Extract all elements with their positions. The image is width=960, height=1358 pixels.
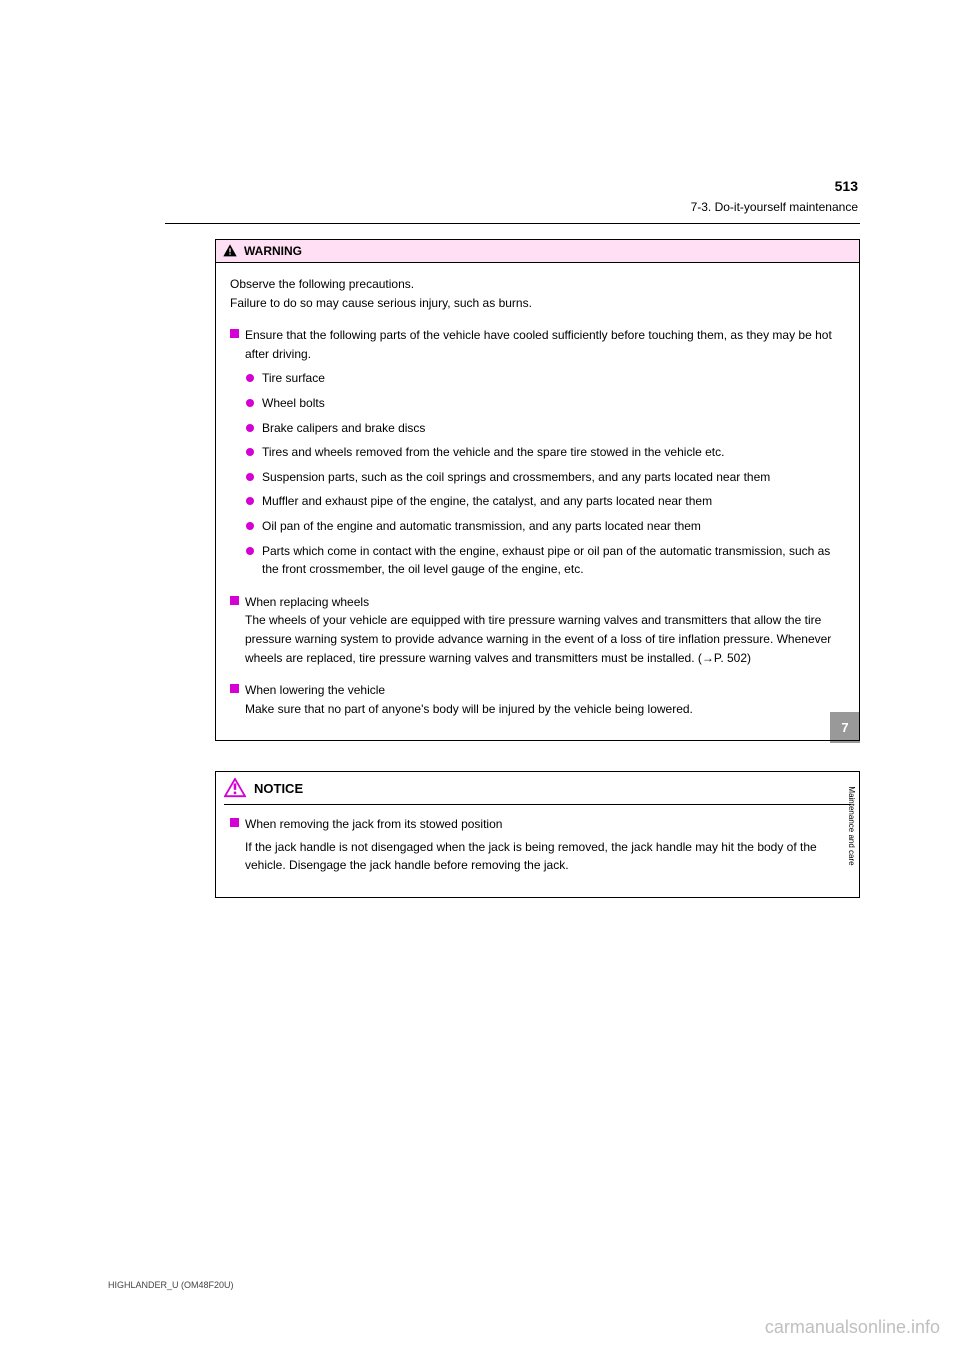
bullet-item: Suspension parts, such as the coil sprin… xyxy=(246,468,845,487)
warning-title: WARNING xyxy=(244,244,302,258)
dot-icon xyxy=(246,374,254,382)
notice-triangle-icon xyxy=(224,778,246,798)
bullet-item: Muffler and exhaust pipe of the engine, … xyxy=(246,492,845,511)
bullet-text: Tire surface xyxy=(262,369,845,388)
notice-title: NOTICE xyxy=(254,781,303,796)
section-title: When lowering the vehicle Make sure that… xyxy=(245,681,693,718)
dot-icon xyxy=(246,522,254,530)
dot-icon xyxy=(246,547,254,555)
section-header: Ensure that the following parts of the v… xyxy=(230,326,845,363)
footer-code: HIGHLANDER_U (OM48F20U) xyxy=(108,1280,234,1290)
dot-icon xyxy=(246,448,254,456)
content-area: WARNING Observe the following precaution… xyxy=(215,239,860,898)
bullet-item: Brake calipers and brake discs xyxy=(246,419,845,438)
notice-body: When removing the jack from its stowed p… xyxy=(216,805,859,897)
dot-icon xyxy=(246,424,254,432)
warning-intro: Observe the following precautions. Failu… xyxy=(230,275,845,312)
warning-box: WARNING Observe the following precaution… xyxy=(215,239,860,741)
notice-box: NOTICE When removing the jack from its s… xyxy=(215,771,860,898)
bullet-item: Tire surface xyxy=(246,369,845,388)
notice-text: If the jack handle is not disengaged whe… xyxy=(245,838,845,875)
dot-icon xyxy=(246,497,254,505)
bullet-text: Muffler and exhaust pipe of the engine, … xyxy=(262,492,845,511)
warning-header: WARNING xyxy=(215,239,860,263)
notice-header: NOTICE xyxy=(216,772,859,804)
watermark: carmanualsonline.info xyxy=(765,1317,940,1338)
square-bullet-icon xyxy=(230,329,239,338)
warning-section: Ensure that the following parts of the v… xyxy=(230,326,845,579)
dot-icon xyxy=(246,399,254,407)
page-number: 513 xyxy=(835,178,858,194)
warning-section: When replacing wheels The wheels of your… xyxy=(230,593,845,667)
bullet-list: Tire surface Wheel bolts Brake calipers … xyxy=(246,369,845,578)
bullet-text: Brake calipers and brake discs xyxy=(262,419,845,438)
warning-section: When lowering the vehicle Make sure that… xyxy=(230,681,845,718)
bullet-text: Oil pan of the engine and automatic tran… xyxy=(262,517,845,536)
section-header: When lowering the vehicle Make sure that… xyxy=(230,681,845,718)
bullet-text: Wheel bolts xyxy=(262,394,845,413)
bullet-item: Parts which come in contact with the eng… xyxy=(246,542,845,579)
breadcrumb: 7-3. Do-it-yourself maintenance xyxy=(691,200,858,214)
bullet-item: Oil pan of the engine and automatic tran… xyxy=(246,517,845,536)
warning-body: Observe the following precautions. Failu… xyxy=(216,263,859,740)
bullet-text: Suspension parts, such as the coil sprin… xyxy=(262,468,845,487)
bullet-item: Wheel bolts xyxy=(246,394,845,413)
section-title: Ensure that the following parts of the v… xyxy=(245,326,845,363)
section-header: When removing the jack from its stowed p… xyxy=(230,815,845,834)
chapter-tab-label: Maintenance and care xyxy=(847,746,856,906)
section-header: When replacing wheels The wheels of your… xyxy=(230,593,845,667)
dot-icon xyxy=(246,473,254,481)
square-bullet-icon xyxy=(230,684,239,693)
bullet-text: Tires and wheels removed from the vehicl… xyxy=(262,443,845,462)
square-bullet-icon xyxy=(230,596,239,605)
section-title: When replacing wheels The wheels of your… xyxy=(245,593,845,667)
header-rule xyxy=(165,223,860,224)
manual-page: 513 7-3. Do-it-yourself maintenance 7 Ma… xyxy=(0,0,960,1358)
bullet-item: Tires and wheels removed from the vehicl… xyxy=(246,443,845,462)
bullet-text: Parts which come in contact with the eng… xyxy=(262,542,845,579)
notice-section-title: When removing the jack from its stowed p… xyxy=(245,815,502,834)
warning-triangle-icon xyxy=(222,243,238,259)
square-bullet-icon xyxy=(230,818,239,827)
